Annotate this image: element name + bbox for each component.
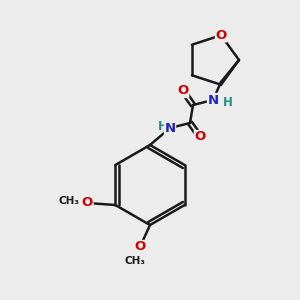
Text: O: O — [215, 29, 227, 42]
Text: O: O — [194, 130, 206, 143]
Text: O: O — [82, 196, 93, 209]
Text: CH₃: CH₃ — [59, 196, 80, 206]
Text: H: H — [223, 95, 233, 109]
Text: N: N — [164, 122, 175, 134]
Text: O: O — [134, 241, 146, 254]
Text: O: O — [177, 85, 189, 98]
Text: H: H — [158, 119, 168, 133]
Text: N: N — [207, 94, 219, 106]
Text: CH₃: CH₃ — [124, 256, 146, 266]
